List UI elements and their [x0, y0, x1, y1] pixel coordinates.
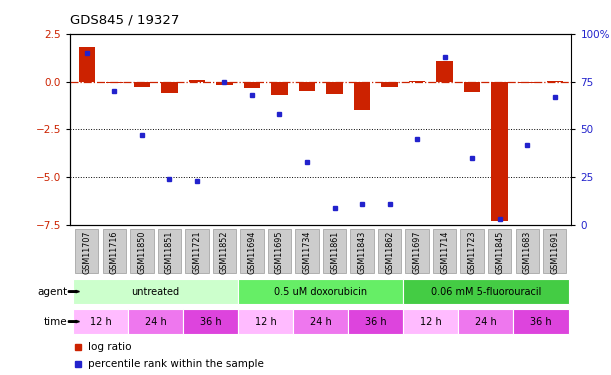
Bar: [513, 309, 568, 334]
Text: GSM11734: GSM11734: [302, 231, 312, 274]
Text: time: time: [43, 316, 67, 327]
FancyBboxPatch shape: [103, 229, 126, 273]
FancyBboxPatch shape: [406, 229, 429, 273]
Text: GSM11845: GSM11845: [495, 231, 504, 274]
Text: 36 h: 36 h: [530, 316, 552, 327]
Bar: [293, 309, 348, 334]
Text: agent: agent: [37, 286, 67, 297]
Text: 12 h: 12 h: [420, 316, 442, 327]
FancyBboxPatch shape: [488, 229, 511, 273]
Text: GSM11694: GSM11694: [247, 231, 257, 274]
FancyBboxPatch shape: [185, 229, 208, 273]
Text: GSM11695: GSM11695: [275, 231, 284, 274]
Bar: [348, 309, 403, 334]
FancyBboxPatch shape: [130, 229, 153, 273]
Bar: [458, 309, 513, 334]
Bar: [73, 279, 238, 304]
FancyBboxPatch shape: [213, 229, 236, 273]
Bar: [216, 82, 233, 86]
Bar: [238, 279, 403, 304]
Bar: [238, 309, 293, 334]
Bar: [326, 82, 343, 94]
Text: GDS845 / 19327: GDS845 / 19327: [70, 13, 180, 26]
Text: 0.5 uM doxorubicin: 0.5 uM doxorubicin: [274, 286, 367, 297]
FancyBboxPatch shape: [461, 229, 484, 273]
Text: GSM11850: GSM11850: [137, 231, 147, 274]
Text: GSM11714: GSM11714: [440, 231, 449, 274]
Text: 0.06 mM 5-fluorouracil: 0.06 mM 5-fluorouracil: [431, 286, 541, 297]
Bar: [128, 309, 183, 334]
FancyBboxPatch shape: [158, 229, 181, 273]
Bar: [79, 47, 95, 82]
Text: 36 h: 36 h: [200, 316, 221, 327]
Bar: [161, 82, 178, 93]
FancyBboxPatch shape: [433, 229, 456, 273]
Text: GSM11851: GSM11851: [165, 231, 174, 274]
Text: GSM11697: GSM11697: [412, 231, 422, 274]
Bar: [403, 279, 568, 304]
Bar: [354, 82, 370, 110]
Bar: [491, 82, 508, 221]
FancyBboxPatch shape: [295, 229, 319, 273]
Bar: [409, 81, 425, 82]
Text: GSM11723: GSM11723: [467, 231, 477, 274]
Text: GSM11721: GSM11721: [192, 231, 202, 274]
Bar: [189, 80, 205, 82]
Text: 24 h: 24 h: [145, 316, 166, 327]
Text: GSM11852: GSM11852: [220, 231, 229, 274]
Text: GSM11862: GSM11862: [385, 231, 394, 274]
Text: percentile rank within the sample: percentile rank within the sample: [88, 359, 264, 369]
Text: 12 h: 12 h: [90, 316, 111, 327]
Text: GSM11707: GSM11707: [82, 231, 91, 274]
Bar: [271, 82, 288, 95]
FancyBboxPatch shape: [516, 229, 539, 273]
Text: GSM11861: GSM11861: [330, 231, 339, 274]
Bar: [134, 82, 150, 87]
Text: 24 h: 24 h: [475, 316, 497, 327]
Bar: [403, 309, 458, 334]
Bar: [381, 82, 398, 87]
FancyBboxPatch shape: [350, 229, 374, 273]
FancyBboxPatch shape: [268, 229, 291, 273]
FancyBboxPatch shape: [543, 229, 566, 273]
Bar: [464, 82, 480, 92]
Bar: [106, 82, 123, 84]
Text: 24 h: 24 h: [310, 316, 332, 327]
Bar: [244, 82, 260, 88]
Text: GSM11843: GSM11843: [357, 231, 367, 274]
FancyBboxPatch shape: [323, 229, 346, 273]
Text: untreated: untreated: [131, 286, 180, 297]
Text: GSM11716: GSM11716: [110, 231, 119, 274]
Bar: [546, 81, 563, 82]
FancyBboxPatch shape: [240, 229, 264, 273]
FancyBboxPatch shape: [378, 229, 401, 273]
Text: 12 h: 12 h: [255, 316, 277, 327]
Bar: [299, 82, 315, 91]
Text: GSM11691: GSM11691: [551, 231, 559, 274]
Text: 36 h: 36 h: [365, 316, 387, 327]
Text: GSM11683: GSM11683: [523, 231, 532, 274]
Bar: [183, 309, 238, 334]
Text: log ratio: log ratio: [88, 342, 131, 352]
FancyBboxPatch shape: [75, 229, 98, 273]
Bar: [436, 60, 453, 82]
Bar: [73, 309, 128, 334]
